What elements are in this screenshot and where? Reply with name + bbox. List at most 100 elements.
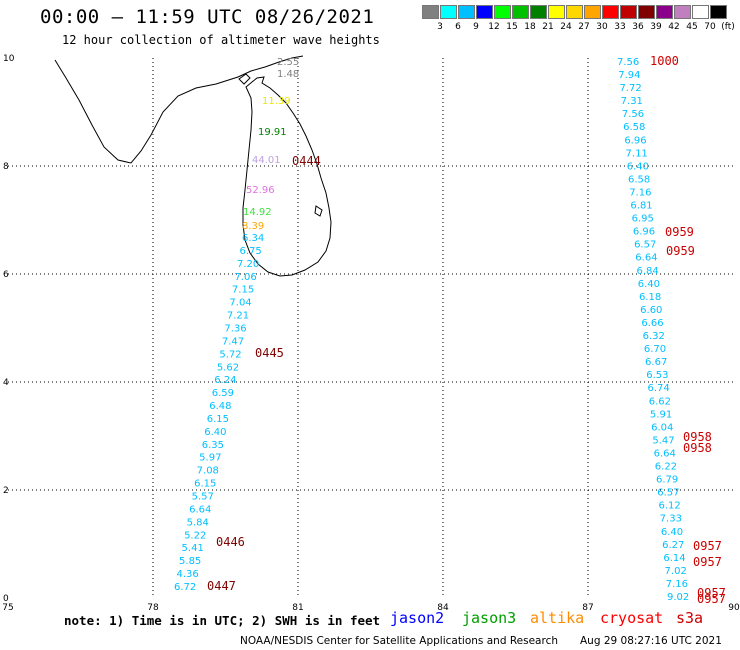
wave-height-label: 6.64 — [189, 504, 211, 515]
wave-height-label: 6.15 — [207, 414, 229, 425]
legend-swatch — [494, 5, 511, 19]
wave-height-label: 7.47 — [222, 336, 244, 347]
satellite-legend-altika: altika — [530, 609, 585, 627]
wave-height-label: 5.72 — [219, 349, 241, 360]
legend-label: 27 — [578, 22, 590, 32]
y-tick-label: 10 — [3, 54, 15, 64]
wave-height-label: 7.33 — [660, 514, 682, 525]
wave-height-label: 44.01 — [252, 155, 281, 166]
legend-swatch — [602, 5, 619, 19]
legend-label: 45 — [686, 22, 698, 32]
legend-swatch — [548, 5, 565, 19]
legend-swatch — [674, 5, 691, 19]
map-grid — [8, 58, 734, 598]
wave-height-label: 7.08 — [197, 466, 219, 477]
wave-height-label: 6.22 — [655, 462, 677, 473]
legend-label: 21 — [542, 22, 554, 32]
wave-height-label: 7.56 — [617, 57, 639, 68]
legend-swatch — [584, 5, 601, 19]
generated-timestamp: Aug 29 08:27:16 UTC 2021 — [580, 635, 722, 647]
wave-height-label: 1.48 — [277, 69, 299, 80]
wave-height-label: 19.91 — [258, 127, 287, 138]
wave-height-label: 6.72 — [174, 582, 196, 593]
satellite-legend-cryosat: cryosat — [600, 609, 664, 627]
legend-label: 15 — [506, 22, 518, 32]
pass-timestamp: 0957 — [697, 592, 726, 606]
legend-label: 6 — [455, 22, 461, 32]
pass-timestamp: 0447 — [207, 579, 236, 593]
y-tick-label: 6 — [3, 270, 9, 280]
wave-height-label: 6.27 — [662, 540, 684, 551]
wave-height-label: 6.40 — [661, 527, 683, 538]
chart-subtitle: 12 hour collection of altimeter wave hei… — [62, 33, 380, 47]
x-tick-label: 75 — [2, 603, 13, 613]
y-tick-label: 0 — [3, 594, 9, 604]
wave-height-label: 5.62 — [217, 362, 239, 373]
x-tick-label: 87 — [582, 603, 593, 613]
wave-height-label: 6.32 — [643, 331, 665, 342]
legend-swatch — [422, 5, 439, 19]
wave-height-label: 6.40 — [638, 279, 660, 290]
chart-title: 00:00 – 11:59 UTC 08/26/2021 — [40, 6, 375, 28]
satellite-track-east: 7.56 7.94 7.72 7.31 7.56 6.58 6.96 7.11 6.40 6.58… — [617, 57, 689, 603]
pass-timestamp: 0959 — [665, 225, 694, 239]
wave-height-label: 6.74 — [647, 383, 669, 394]
wave-height-label: 52.96 — [246, 185, 275, 196]
satellite-legend-s3a: s3a — [676, 609, 704, 627]
wave-height-label: 6.64 — [654, 448, 676, 459]
wave-height-label: 5.22 — [184, 530, 206, 541]
x-tick-label: 84 — [437, 603, 449, 613]
satellite-legend-jason3: jason3 — [462, 609, 517, 627]
wave-height-label: 5.85 — [179, 556, 201, 567]
wave-height-label: 7.06 — [234, 272, 256, 283]
wave-height-label: 7.16 — [629, 187, 651, 198]
wave-height-label: 14.92 — [243, 207, 272, 218]
credit-text: NOAA/NESDIS Center for Satellite Applica… — [240, 635, 558, 647]
pass-timestamp: 1000 — [650, 54, 679, 68]
wave-height-label: 6.60 — [640, 305, 662, 316]
legend-swatch — [440, 5, 457, 19]
pass-timestamp: 0957 — [693, 555, 722, 569]
wave-height-label: 7.02 — [665, 566, 687, 577]
wave-height-label: 11.39 — [262, 96, 291, 107]
legend-label: 33 — [614, 22, 626, 32]
wave-height-label: 6.53 — [646, 370, 668, 381]
wave-height-label: 7.94 — [618, 70, 640, 81]
wave-height-label: 6.67 — [645, 357, 667, 368]
wave-height-label: 6.14 — [663, 553, 685, 564]
wave-height-label: 6.58 — [628, 174, 650, 185]
wave-height-label: 7.15 — [232, 285, 254, 296]
sri-lanka-coastline-icon — [238, 73, 332, 277]
legend-swatch — [566, 5, 583, 19]
wave-height-label: 6.34 — [242, 233, 264, 244]
legend-swatch — [620, 5, 637, 19]
pass-timestamp: 0958 — [683, 441, 712, 455]
wave-height-label: 7.16 — [666, 579, 688, 590]
wave-height-label: 6.64 — [635, 253, 657, 264]
wave-height-label: 7.21 — [227, 311, 249, 322]
pass-timestamp: 0444 — [292, 154, 321, 168]
satellite-track-west-north: 8.39 14.92 52.96 44.01 19.91 11.39 1.482.55 — [242, 57, 299, 232]
legend-swatch — [512, 5, 529, 19]
wave-height-label: 6.57 — [657, 488, 679, 499]
wave-height-label: 7.11 — [626, 148, 648, 159]
wave-height-label: 7.20 — [237, 259, 259, 270]
india-coastline-icon — [54, 55, 304, 164]
wave-height-label: 8.39 — [242, 221, 264, 232]
pass-timestamp: 0957 — [693, 539, 722, 553]
wave-height-label: 5.47 — [652, 435, 674, 446]
wave-height-label: 7.04 — [229, 298, 251, 309]
legend-swatch — [530, 5, 547, 19]
x-tick-label: 90 — [728, 603, 740, 613]
legend-swatch — [710, 5, 727, 19]
wave-height-label: 6.79 — [656, 475, 678, 486]
legend-label: 70 — [704, 22, 716, 32]
wave-height-label: 6.75 — [239, 246, 261, 257]
wave-height-label: 6.57 — [634, 240, 656, 251]
wave-height-label: 6.35 — [202, 440, 224, 451]
pass-timestamp: 0958 — [683, 430, 712, 444]
wave-height-label: 6.48 — [209, 401, 231, 412]
legend-label: 18 — [524, 22, 536, 32]
x-tick-label: 78 — [147, 603, 159, 613]
satellite-track-west: 6.72 4.36 5.85 5.41 5.22 5.84 6.645.57 6.15 7.08… — [174, 233, 264, 593]
